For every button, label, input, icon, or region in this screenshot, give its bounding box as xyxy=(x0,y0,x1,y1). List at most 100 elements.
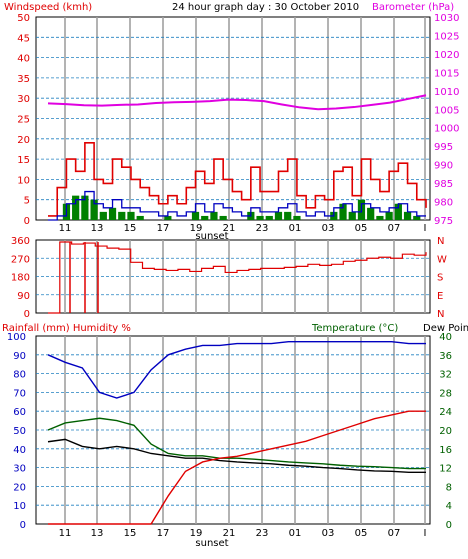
temp-y-tick: 4 xyxy=(446,501,452,512)
wind-direction-bar xyxy=(367,207,375,220)
humidity-y-tick: 30 xyxy=(13,464,26,475)
direction-y-tick: 0 xyxy=(24,309,30,320)
graph-title: 24 hour graph day : 30 October 2010 xyxy=(172,2,359,13)
wind-x-tick: 21 xyxy=(223,223,236,234)
wind-direction-bar xyxy=(348,211,356,220)
humidity-y-tick: 60 xyxy=(13,407,26,418)
baro-y-tick: 1010 xyxy=(434,87,459,98)
wind-x-tick: 23 xyxy=(256,223,269,234)
temp-y-tick: 24 xyxy=(439,407,452,418)
rain-humidity-header: Rainfall (mm) Humidity % xyxy=(2,323,131,334)
temp-x-tick: 13 xyxy=(91,528,104,539)
windspeed-header: Windspeed (kmh) xyxy=(4,2,92,13)
dew-point-line xyxy=(47,438,426,473)
wind-x-tick: 05 xyxy=(355,223,368,234)
wind-direction-bar xyxy=(90,199,98,220)
baro-y-tick: 1000 xyxy=(434,124,459,135)
wind-direction-bar xyxy=(339,203,347,220)
temp-x-tick: 03 xyxy=(322,528,335,539)
wind-y-tick: 40 xyxy=(17,54,30,65)
baro-y-tick: 1005 xyxy=(434,105,459,116)
direction-compass-label: E xyxy=(437,291,443,302)
temp-x-tick: 23 xyxy=(256,528,269,539)
rainfall-line xyxy=(48,410,426,525)
wind-direction-bar xyxy=(403,211,412,220)
wind-direction-bar xyxy=(127,211,135,220)
wind-y-tick: 20 xyxy=(17,135,30,146)
wind-direction-bar xyxy=(72,195,80,220)
humidity-y-tick: 40 xyxy=(13,445,26,456)
wind-direction-bar xyxy=(191,211,200,220)
baro-y-tick: 985 xyxy=(434,179,453,190)
wind-y-tick: 45 xyxy=(17,33,30,44)
direction-y-tick: 180 xyxy=(11,273,30,284)
humidity-y-tick: 20 xyxy=(13,482,26,493)
wind-y-tick: 25 xyxy=(17,115,30,126)
wind-y-tick: 50 xyxy=(17,13,30,24)
baro-y-tick: 990 xyxy=(434,161,453,172)
temp-y-tick: 32 xyxy=(439,370,452,381)
temp-y-tick: 16 xyxy=(439,445,452,456)
wind-direction-bar xyxy=(274,211,283,220)
direction-y-tick: 90 xyxy=(17,291,30,302)
temp-x-tick: 11 xyxy=(59,528,72,539)
windspeed-line xyxy=(48,190,426,221)
humidity-y-tick: 90 xyxy=(13,351,26,362)
barometer-line xyxy=(47,94,427,111)
temp-x-tick: 01 xyxy=(289,528,302,539)
wind-x-tick: 19 xyxy=(190,223,203,234)
baro-y-tick: 1030 xyxy=(434,13,459,24)
direction-compass-label: N xyxy=(437,309,444,320)
direction-y-tick: 270 xyxy=(11,254,30,265)
wind-direction-bar xyxy=(413,215,421,220)
sunset-label-bottom: sunset xyxy=(195,538,228,549)
baro-y-tick: 980 xyxy=(434,198,453,209)
wind-direction-bar xyxy=(210,211,218,220)
direction-y-tick: 360 xyxy=(11,236,30,247)
baro-y-tick: 1025 xyxy=(434,31,459,42)
wind-direction-bar xyxy=(284,211,292,220)
baro-y-tick: 1015 xyxy=(434,68,459,79)
temp-y-tick: 0 xyxy=(446,520,452,531)
wind-direction-bar xyxy=(201,215,209,220)
baro-y-tick: 995 xyxy=(434,142,453,153)
wind-direction-bar xyxy=(385,211,393,220)
temperature-header: Temperature (°C) xyxy=(311,323,398,334)
wind-gust-line xyxy=(48,142,427,217)
temp-y-tick: 36 xyxy=(439,351,452,362)
temp-y-tick: 40 xyxy=(439,332,452,343)
temp-x-tick: 15 xyxy=(124,528,137,539)
temp-y-tick: 8 xyxy=(446,482,452,493)
humidity-y-tick: 100 xyxy=(7,332,26,343)
wind-x-tick: I xyxy=(424,223,427,234)
wind-direction-bar xyxy=(256,215,264,220)
wind-direction-bar xyxy=(394,203,402,220)
temperature-line xyxy=(47,417,426,470)
wind-y-tick: 0 xyxy=(24,216,30,227)
temp-x-tick: I xyxy=(424,528,427,539)
wind-y-tick: 10 xyxy=(17,175,30,186)
humidity-y-tick: 10 xyxy=(13,501,26,512)
wind-direction-bar xyxy=(164,215,172,220)
wind-direction-bar xyxy=(293,215,301,220)
wind-y-tick: 30 xyxy=(17,94,30,105)
wind-x-tick: 13 xyxy=(91,223,104,234)
wind-x-tick: 17 xyxy=(157,223,170,234)
temp-y-tick: 28 xyxy=(439,388,452,399)
wind-direction-bar xyxy=(99,211,107,220)
temp-x-tick: 05 xyxy=(355,528,368,539)
temp-y-tick: 20 xyxy=(439,426,452,437)
temp-x-tick: 21 xyxy=(223,528,236,539)
temp-x-tick: 17 xyxy=(157,528,170,539)
wind-x-tick: 15 xyxy=(124,223,137,234)
baro-y-tick: 1020 xyxy=(434,50,459,61)
sunset-label-top: sunset xyxy=(195,231,228,242)
wind-direction-bar xyxy=(136,215,144,220)
wind-y-tick: 5 xyxy=(24,196,30,207)
wind-direction-bar xyxy=(108,207,117,220)
direction-compass-label: W xyxy=(437,254,447,265)
wind-y-tick: 35 xyxy=(17,74,30,85)
temp-x-tick: 07 xyxy=(388,528,401,539)
wind-direction-bar xyxy=(81,195,89,220)
